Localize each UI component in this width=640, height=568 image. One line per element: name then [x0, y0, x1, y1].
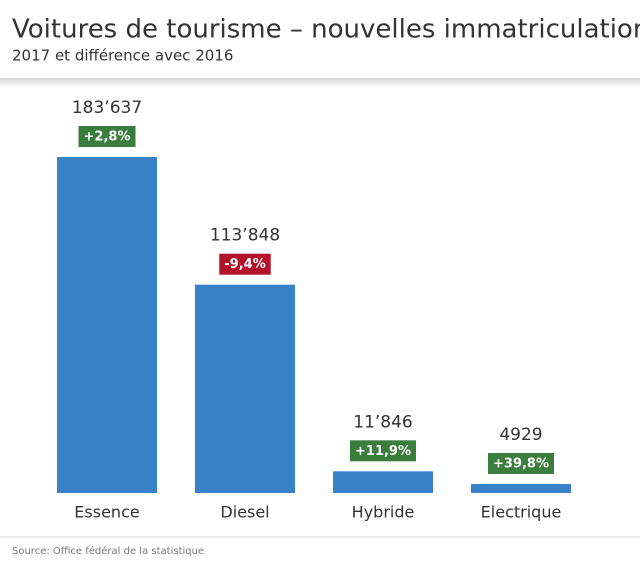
change-badge	[350, 440, 416, 462]
change-badge	[219, 253, 271, 275]
change-badge	[488, 452, 554, 474]
value-label: 4929	[499, 425, 542, 445]
bar	[333, 471, 433, 493]
value-label: 11’846	[353, 412, 412, 432]
value-label: 183’637	[72, 98, 142, 118]
change-badge	[78, 126, 136, 147]
change-label: +11,9%	[355, 444, 411, 459]
bar	[195, 284, 295, 493]
change-label: +2,8%	[84, 130, 131, 145]
header-shadow	[0, 78, 640, 88]
value-label: 113’848	[210, 226, 280, 246]
chart-subtitle: 2017 et différence avec 2016	[12, 47, 233, 65]
bar	[471, 483, 571, 493]
change-label: +39,8%	[493, 456, 549, 471]
x-tick-label: Hybride	[352, 503, 415, 522]
change-label: -9,4%	[224, 257, 265, 272]
chart-title: Voitures de tourisme – nouvelles immatri…	[12, 15, 640, 45]
x-tick-label: Essence	[74, 503, 139, 522]
x-tick-label: Diesel	[220, 503, 269, 522]
bar	[57, 157, 157, 493]
x-tick-label: Electrique	[481, 503, 562, 522]
header	[0, 0, 640, 78]
source: Source: Office fédéral de la statistique	[12, 545, 204, 557]
